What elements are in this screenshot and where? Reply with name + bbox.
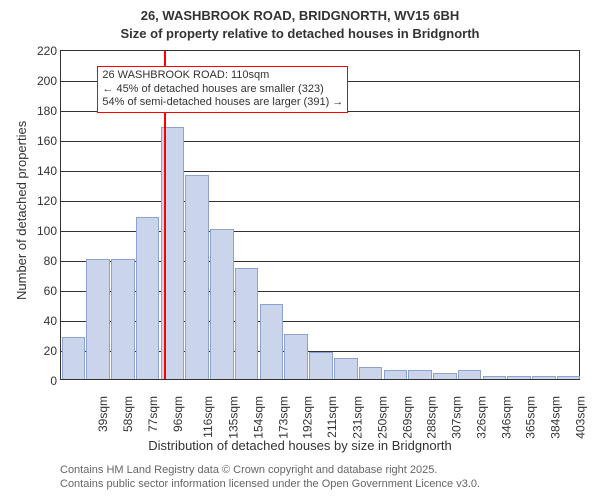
y-tick-label: 140 (37, 164, 57, 178)
histogram-bar (458, 370, 482, 379)
histogram-bar (483, 376, 507, 379)
y-tick-label: 60 (44, 284, 57, 298)
x-axis-title: Distribution of detached houses by size … (0, 438, 600, 453)
callout-line: 26 WASHBROOK ROAD: 110sqm (102, 69, 343, 83)
callout-line: ← 45% of detached houses are smaller (32… (102, 83, 343, 97)
x-tick-label: 307sqm (450, 396, 464, 439)
x-tick-label: 154sqm (252, 396, 266, 439)
x-tick-label: 288sqm (425, 396, 439, 439)
y-tick-label: 80 (44, 254, 57, 268)
x-tick-label: 58sqm (121, 396, 135, 432)
callout-box: 26 WASHBROOK ROAD: 110sqm← 45% of detach… (97, 66, 348, 113)
gridline (61, 201, 579, 202)
y-tick-label: 0 (50, 374, 57, 388)
x-tick-label: 192sqm (301, 396, 315, 439)
histogram-bar (210, 229, 234, 379)
histogram-bar (235, 268, 259, 379)
histogram-bar (62, 337, 86, 379)
x-tick-label: 346sqm (499, 396, 513, 439)
histogram-bar (284, 334, 308, 379)
histogram-bar (408, 370, 432, 379)
histogram-bar (86, 259, 110, 379)
y-tick-label: 180 (37, 104, 57, 118)
x-tick-label: 403sqm (574, 396, 588, 439)
x-tick-label: 384sqm (549, 396, 563, 439)
histogram-bar (433, 373, 457, 379)
footnote-line2: Contains public sector information licen… (60, 478, 480, 490)
histogram-bar (260, 304, 284, 379)
y-tick-label: 160 (37, 134, 57, 148)
histogram-bar (309, 352, 333, 379)
footnote-line1: Contains HM Land Registry data © Crown c… (60, 464, 437, 476)
x-tick-label: 326sqm (475, 396, 489, 439)
histogram-bar (111, 259, 135, 379)
x-tick-label: 211sqm (325, 396, 339, 438)
x-tick-label: 173sqm (276, 396, 290, 439)
gridline (61, 141, 579, 142)
histogram-bar (334, 358, 358, 379)
histogram-bar (557, 376, 581, 379)
x-tick-label: 77sqm (146, 396, 160, 432)
y-tick-label: 100 (37, 224, 57, 238)
histogram-bar (507, 376, 531, 379)
x-tick-label: 365sqm (524, 396, 538, 439)
histogram-bar (359, 367, 383, 379)
x-tick-label: 116sqm (201, 396, 215, 438)
y-tick-label: 40 (44, 314, 57, 328)
y-axis-title: Number of detached properties (14, 121, 29, 300)
plot-area: 02040608010012014016018020022039sqm58sqm… (60, 50, 580, 380)
gridline (61, 171, 579, 172)
x-tick-label: 135sqm (227, 396, 241, 439)
histogram-bar (136, 217, 160, 379)
y-tick-label: 200 (37, 74, 57, 88)
histogram-bar (185, 175, 209, 379)
chart-container: 26, WASHBROOK ROAD, BRIDGNORTH, WV15 6BH… (0, 0, 600, 500)
x-tick-label: 231sqm (351, 396, 365, 439)
x-tick-label: 250sqm (375, 396, 389, 439)
y-tick-label: 220 (37, 44, 57, 58)
x-tick-label: 269sqm (400, 396, 414, 439)
callout-line: 54% of semi-detached houses are larger (… (102, 96, 343, 110)
chart-title-line2: Size of property relative to detached ho… (0, 26, 600, 41)
chart-title-line1: 26, WASHBROOK ROAD, BRIDGNORTH, WV15 6BH (0, 8, 600, 23)
y-tick-label: 20 (44, 344, 57, 358)
histogram-bar (384, 370, 408, 379)
x-tick-label: 96sqm (171, 396, 185, 432)
x-tick-label: 39sqm (96, 396, 110, 432)
y-tick-label: 120 (37, 194, 57, 208)
histogram-bar (532, 376, 556, 379)
